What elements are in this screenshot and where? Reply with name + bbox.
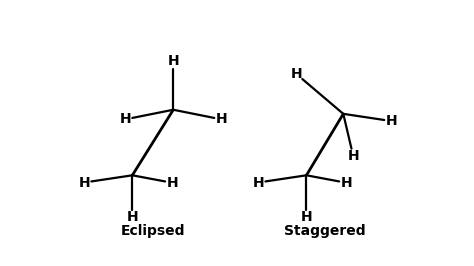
Text: H: H [78, 176, 90, 190]
Text: H: H [347, 149, 359, 163]
Text: Staggered: Staggered [284, 224, 365, 238]
Text: H: H [341, 176, 352, 190]
Text: H: H [167, 55, 179, 68]
Text: H: H [166, 176, 178, 190]
Text: H: H [252, 176, 264, 190]
Text: Eclipsed: Eclipsed [120, 224, 185, 238]
Text: H: H [291, 67, 302, 81]
Text: H: H [301, 210, 312, 225]
Text: H: H [216, 113, 228, 126]
Text: H: H [119, 113, 131, 126]
Text: H: H [127, 210, 138, 225]
Text: H: H [386, 114, 397, 128]
